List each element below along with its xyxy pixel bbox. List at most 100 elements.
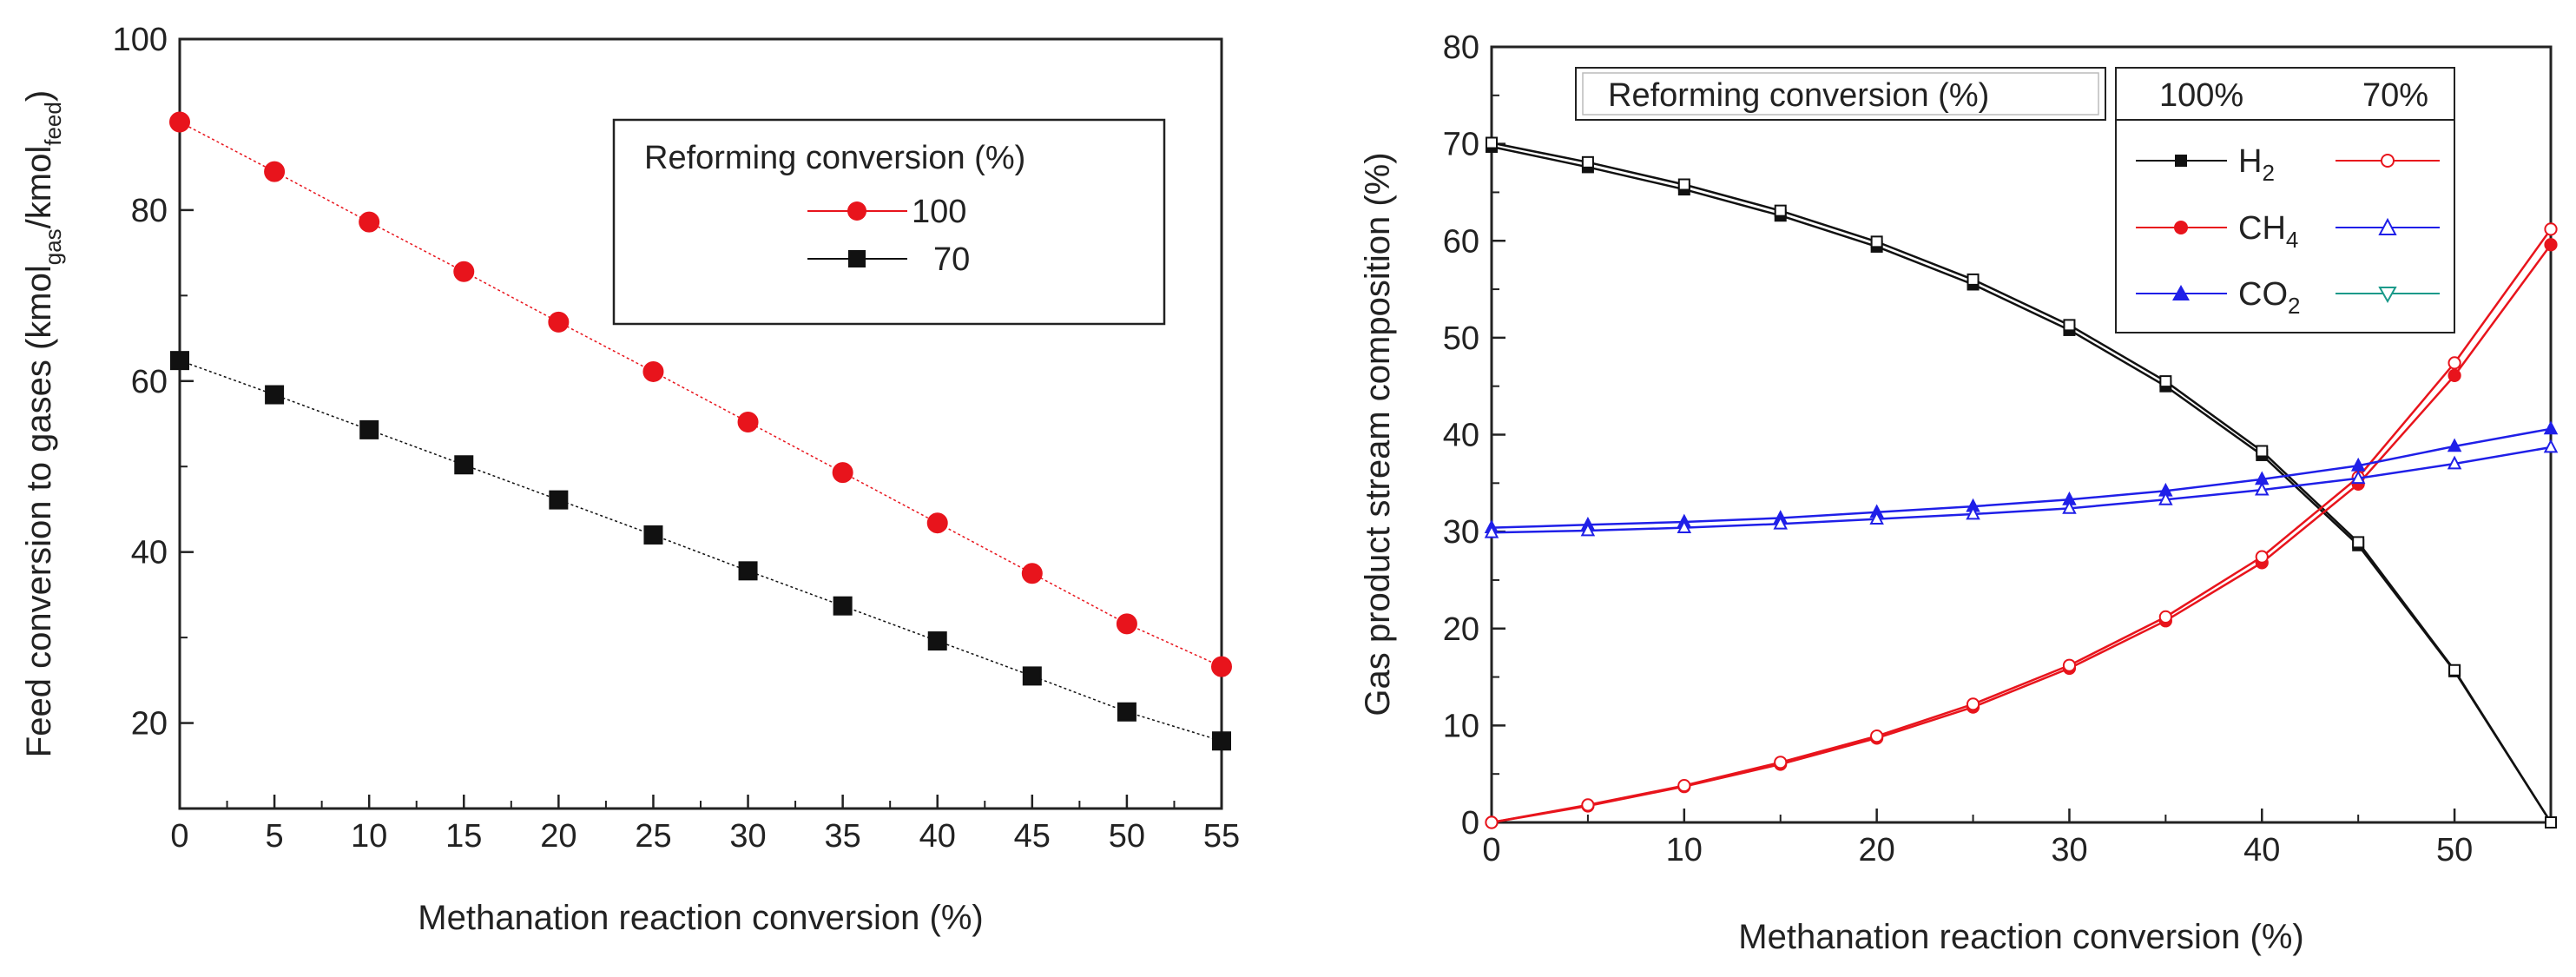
- x-tick-label: 20: [540, 818, 576, 855]
- data-point: [642, 360, 664, 382]
- data-point: [2063, 319, 2076, 332]
- legend-header-box-inner: [1582, 72, 2099, 116]
- legend-label-co2: CO2: [2238, 276, 2300, 319]
- data-point: [2159, 375, 2172, 388]
- y-axis-ticks: 0 10 20 30 40 50 60 70 80: [1443, 30, 1505, 842]
- x-axis-ticks: 0 10 20 30 40 50: [1482, 809, 2473, 868]
- y-tick-label: 40: [1443, 418, 1479, 454]
- data-point: [2158, 610, 2172, 624]
- data-point: [2062, 658, 2077, 672]
- x-tick-label: 30: [729, 818, 766, 855]
- data-point: [1117, 702, 1136, 722]
- legend-col-header-box: [2115, 67, 2455, 121]
- x-tick-label: 0: [1482, 832, 1500, 868]
- data-point: [1774, 204, 1787, 217]
- data-point: [2448, 663, 2461, 677]
- legend-col-70: 70%: [2362, 77, 2428, 114]
- data-point: [2352, 536, 2365, 549]
- series-line: [179, 121, 1222, 668]
- data-point: [738, 561, 758, 581]
- data-point: [1021, 563, 1043, 584]
- x-tick-label: 20: [1858, 832, 1894, 868]
- data-point: [2447, 455, 2462, 470]
- data-point: [1869, 511, 1884, 525]
- data-point: [832, 462, 853, 484]
- x-axis-ticks: 0 5 10 15 20 25 30 35 40 45 50 55: [170, 795, 1240, 855]
- series-co2-100-: [1484, 420, 2559, 534]
- data-point: [359, 211, 380, 233]
- x-tick-label: 30: [2051, 832, 2087, 868]
- x-tick-label: 10: [351, 818, 387, 855]
- x-tick-label: 5: [266, 818, 284, 855]
- data-point: [1966, 697, 1980, 711]
- data-point: [1581, 155, 1594, 168]
- legend: Reforming conversion (%) 100 70: [612, 118, 1166, 326]
- series-100: [169, 111, 1232, 677]
- x-axis-label: Methanation reaction conversion (%): [1738, 918, 2303, 956]
- y-tick-label: 10: [1443, 708, 1479, 744]
- y-tick-label: 50: [1443, 320, 1479, 357]
- data-point: [1677, 178, 1690, 191]
- data-point: [169, 111, 190, 133]
- y-tick-label: 60: [1443, 223, 1479, 260]
- data-point: [833, 596, 853, 616]
- data-point: [2543, 420, 2559, 435]
- data-point: [2448, 368, 2461, 383]
- y-tick-label: 60: [131, 364, 168, 400]
- data-point: [1580, 522, 1596, 537]
- data-point: [2255, 550, 2269, 564]
- data-point: [1484, 524, 1499, 538]
- data-point: [1774, 756, 1788, 769]
- data-point: [2062, 499, 2077, 514]
- legend-header-box: [1575, 67, 2106, 121]
- series-layer: [169, 111, 1232, 751]
- x-tick-label: 25: [635, 818, 671, 855]
- data-point: [1116, 613, 1137, 635]
- chart-gas-composition: 0 10 20 30 40 50 0 10 20 30 40 50 60 70 80 Methanatio…: [1359, 30, 2559, 956]
- series-line: [1491, 446, 2552, 534]
- data-point: [359, 419, 379, 439]
- legend-marker-70: [848, 250, 866, 267]
- data-point: [643, 525, 663, 545]
- data-point: [1211, 656, 1232, 677]
- legend-marker-ch4-70: [2378, 217, 2397, 235]
- x-tick-label: 45: [1014, 818, 1051, 855]
- data-point: [548, 311, 570, 333]
- y-axis-label: Gas product stream composition (%): [1359, 152, 1397, 716]
- series-layer: [1484, 136, 2559, 829]
- x-tick-label: 40: [2243, 832, 2280, 868]
- x-tick-label: 35: [824, 818, 860, 855]
- legend-rows-box: [2115, 119, 2455, 333]
- chart-feed-conversion: 0 5 10 15 20 25 30 35 40 45 50 55 20 40 60 80 100 Metha…: [20, 22, 1240, 937]
- y-tick-label: 80: [1443, 30, 1479, 66]
- data-point: [1967, 273, 1980, 286]
- y-tick-label: 80: [131, 193, 168, 229]
- x-axis-label: Methanation reaction conversion (%): [418, 899, 983, 937]
- legend-col-100: 100%: [2159, 77, 2243, 114]
- y-tick-label: 20: [1443, 611, 1479, 648]
- y-axis-ticks: 20 40 60 80 100: [113, 22, 194, 743]
- legend-box: [612, 118, 1166, 326]
- data-point: [927, 631, 947, 651]
- data-point: [1581, 798, 1595, 812]
- data-point: [2255, 481, 2270, 496]
- series-70: [170, 351, 1231, 751]
- y-tick-label: 20: [131, 706, 168, 743]
- data-point: [1966, 505, 1980, 520]
- legend-title: Reforming conversion (%): [644, 140, 1025, 176]
- series-line: [1491, 142, 2553, 823]
- legend-label-100: 100: [912, 194, 966, 230]
- data-point: [549, 490, 569, 510]
- y-tick-label: 0: [1461, 805, 1479, 842]
- legend-marker-100: [847, 201, 866, 221]
- legend-marker-co2-100: [2172, 285, 2190, 300]
- x-tick-label: 50: [2436, 832, 2473, 868]
- series-co2-70-: [1484, 439, 2559, 538]
- y-tick-label: 100: [113, 22, 168, 58]
- data-point: [2256, 445, 2269, 458]
- y-tick-label: 70: [1443, 127, 1479, 163]
- data-point: [2158, 491, 2173, 505]
- legend: Reforming conversion (%) 100% 70% H2 CH4…: [1575, 67, 2455, 333]
- x-tick-label: 0: [170, 818, 188, 855]
- data-point: [2447, 438, 2462, 452]
